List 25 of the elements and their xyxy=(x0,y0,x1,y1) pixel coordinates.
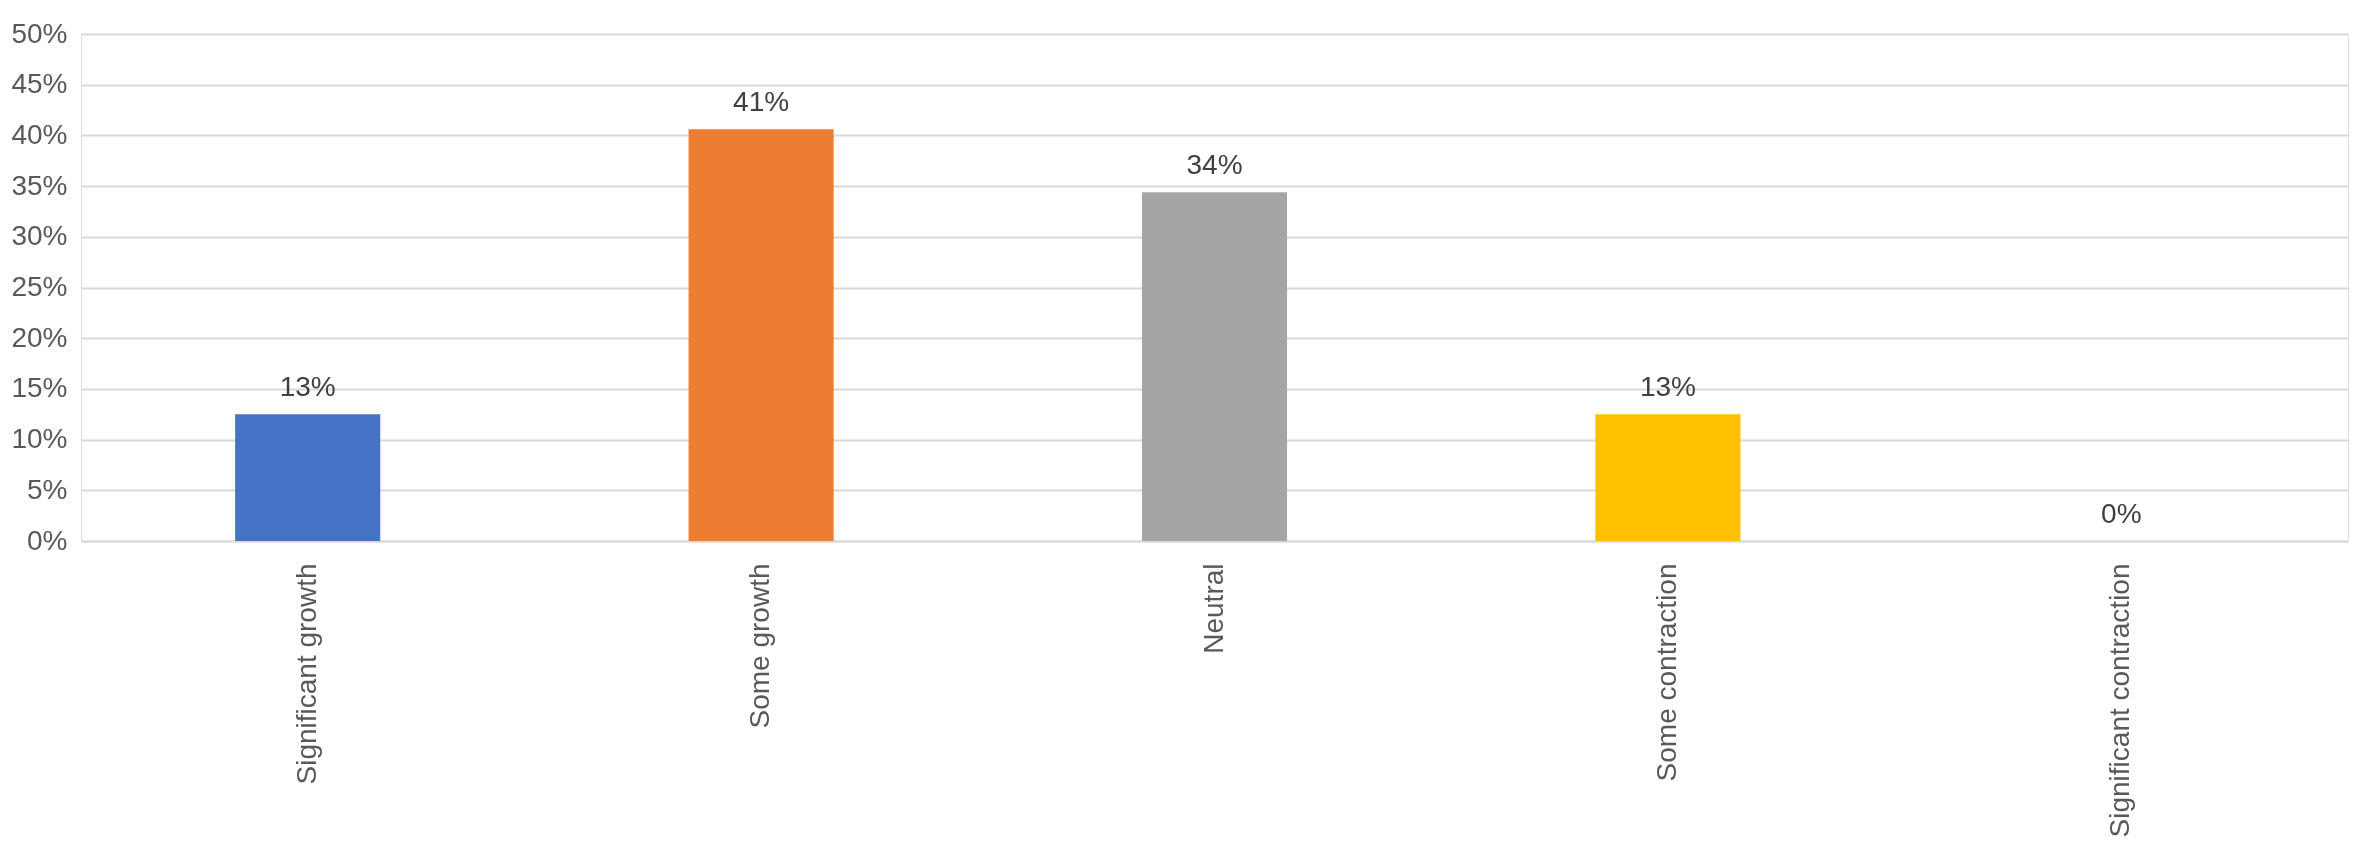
y-tick-label: 30% xyxy=(11,220,68,252)
x-tick-label: Neutral xyxy=(1197,563,1229,654)
y-tick-label: 40% xyxy=(11,118,68,150)
y-tick-label: 35% xyxy=(11,169,68,201)
y-tick-label: 45% xyxy=(11,68,68,100)
bar xyxy=(235,414,381,541)
y-tick-label: 0% xyxy=(27,524,68,556)
data-label: 34% xyxy=(1186,149,1243,181)
data-label: 13% xyxy=(1639,371,1696,403)
y-tick-label: 15% xyxy=(11,372,68,404)
y-tick-label: 5% xyxy=(27,473,68,505)
y-tick-label: 20% xyxy=(11,321,68,353)
x-tick-label: Significant growth xyxy=(290,563,322,785)
y-tick-label: 50% xyxy=(11,17,68,49)
data-label: 41% xyxy=(733,86,790,118)
y-tick-label: 10% xyxy=(11,423,68,455)
bar xyxy=(1595,414,1741,541)
bar xyxy=(1141,192,1288,541)
y-tick-label: 25% xyxy=(11,271,68,302)
x-tick-label: Some growth xyxy=(744,563,776,729)
x-tick-label: Significant contraction xyxy=(2104,563,2136,838)
x-tick-label: Some contraction xyxy=(1650,563,1682,782)
bar xyxy=(688,129,834,541)
data-label: 0% xyxy=(2101,498,2142,529)
data-label: 13% xyxy=(279,371,336,403)
